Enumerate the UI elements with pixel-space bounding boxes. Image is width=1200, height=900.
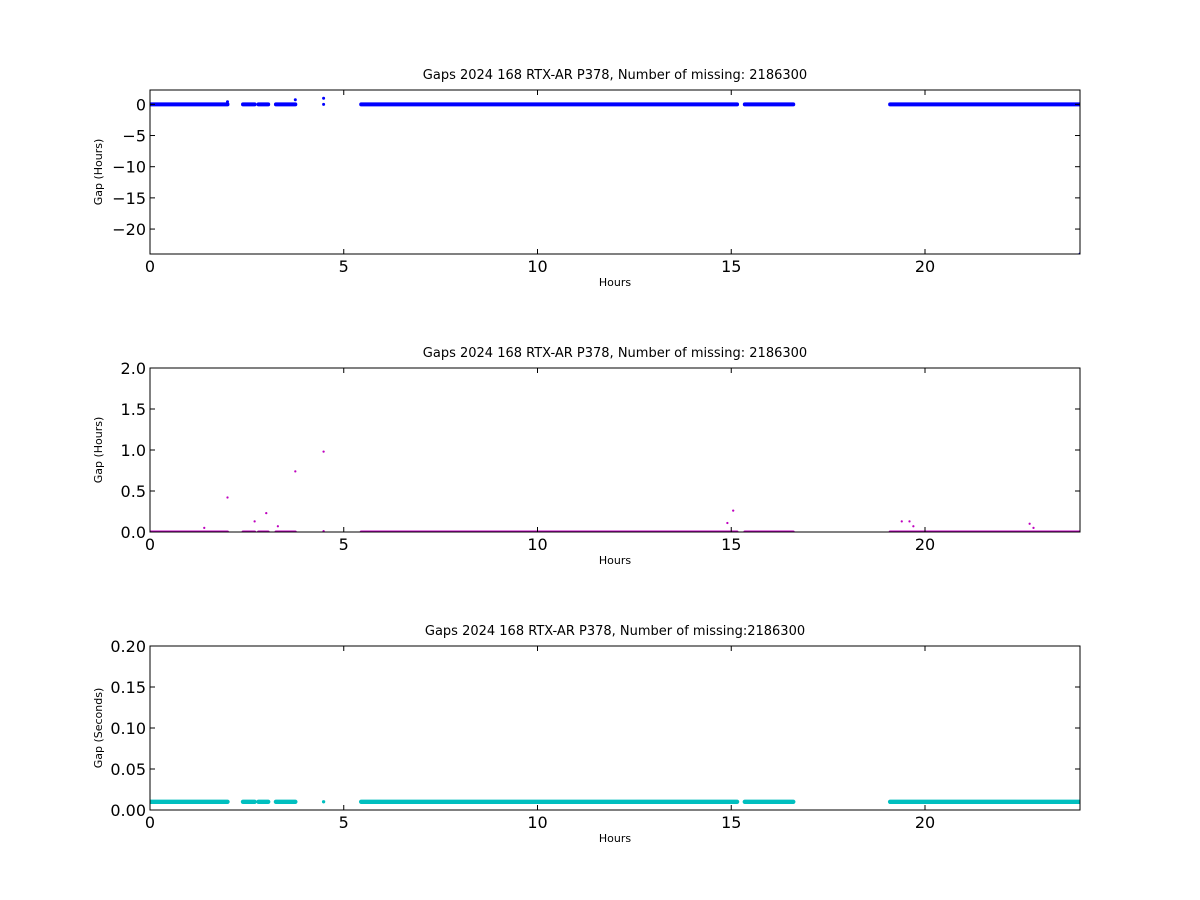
- chart-title-1: Gaps 2024 168 RTX-AR P378, Number of mis…: [423, 68, 807, 83]
- data-points-2: [150, 450, 1080, 532]
- y-axis-label-2: Gap (Hours): [92, 417, 105, 484]
- chart-title-3: Gaps 2024 168 RTX-AR P378, Number of mis…: [425, 624, 805, 639]
- y-tick-label-3-1: 0.00: [110, 801, 146, 820]
- y-tick-label-3-3: 0.10: [110, 719, 146, 738]
- data-point-2-9: [726, 521, 729, 525]
- x-tick-label-1-1: 0: [145, 257, 155, 276]
- x-tick-label-2-5: 20: [915, 535, 935, 554]
- plot-frame-3: [149, 645, 1081, 811]
- x-tick-label-3-4: 15: [721, 813, 741, 832]
- y-tick-label-2-1: 0.0: [121, 523, 146, 542]
- plot-frame-1: [149, 89, 1081, 255]
- x-tick-label-3-1: 0: [145, 813, 155, 832]
- data-point-1-4: [322, 102, 326, 106]
- x-tick-label-2-1: 0: [145, 535, 155, 554]
- x-tick-label-2-3: 10: [527, 535, 547, 554]
- x-tick-label-1-3: 10: [527, 257, 547, 276]
- x-tick-label-1-4: 15: [721, 257, 741, 276]
- y-tick-label-1-2: −5: [122, 127, 146, 146]
- data-point-1-2: [293, 98, 297, 102]
- x-tick-label-3-5: 20: [915, 813, 935, 832]
- data-points-1: [150, 96, 1080, 254]
- x-axis-label-2: Hours: [599, 554, 631, 567]
- y-tick-label-1-1: 0: [136, 95, 146, 114]
- data-point-2-14: [1028, 522, 1031, 525]
- y-tick-label-3-4: 0.15: [110, 678, 146, 697]
- data-point-2-11: [900, 520, 903, 523]
- chart-panel-3: Gaps 2024 168 RTX-AR P378, Number of mis…: [92, 624, 1081, 845]
- y-tick-label-3-2: 0.05: [110, 760, 146, 779]
- data-point-2-6: [294, 470, 297, 473]
- x-tick-label-1-5: 20: [915, 257, 935, 276]
- x-tick-label-2-4: 15: [721, 535, 741, 554]
- y-axis-label-3: Gap (Seconds): [92, 688, 105, 769]
- chart-panel-1: Gaps 2024 168 RTX-AR P378, Number of mis…: [92, 68, 1081, 289]
- data-point-2-10: [732, 509, 735, 512]
- y-tick-label-2-3: 1.0: [121, 441, 146, 460]
- y-tick-label-1-4: −15: [112, 189, 146, 208]
- data-point-2-13: [912, 525, 915, 528]
- chart-panel-2: Gaps 2024 168 RTX-AR P378, Number of mis…: [92, 346, 1081, 567]
- data-point-2-15: [1032, 526, 1035, 530]
- data-point-2-4: [265, 512, 268, 515]
- y-tick-label-2-4: 1.5: [121, 400, 146, 419]
- x-tick-label-3-2: 5: [339, 813, 349, 832]
- y-axis-label-1: Gap (Hours): [92, 139, 105, 206]
- y-tick-label-1-5: −20: [112, 220, 146, 239]
- data-points-3: [150, 799, 1080, 804]
- data-point-3-1: [321, 800, 326, 804]
- x-axis-label-1: Hours: [599, 276, 631, 289]
- x-tick-label-3-3: 10: [527, 813, 547, 832]
- y-tick-label-2-2: 0.5: [121, 482, 146, 501]
- data-point-2-3: [253, 520, 256, 523]
- data-point-2-1: [203, 526, 206, 530]
- y-tick-label-3-5: 0.20: [110, 637, 146, 656]
- data-point-2-5: [276, 525, 279, 528]
- data-point-2-7: [322, 450, 325, 453]
- x-tick-label-2-2: 5: [339, 535, 349, 554]
- y-tick-label-1-3: −10: [112, 158, 146, 177]
- x-tick-label-1-2: 5: [339, 257, 349, 276]
- data-point-1-1: [226, 100, 229, 104]
- chart-title-2: Gaps 2024 168 RTX-AR P378, Number of mis…: [423, 346, 807, 361]
- data-point-1-3: [322, 96, 326, 100]
- data-point-2-12: [908, 520, 911, 523]
- x-axis-label-3: Hours: [599, 832, 631, 845]
- y-tick-label-2-5: 2.0: [121, 359, 146, 378]
- data-point-2-2: [226, 496, 229, 499]
- plot-frame-2: [149, 367, 1081, 533]
